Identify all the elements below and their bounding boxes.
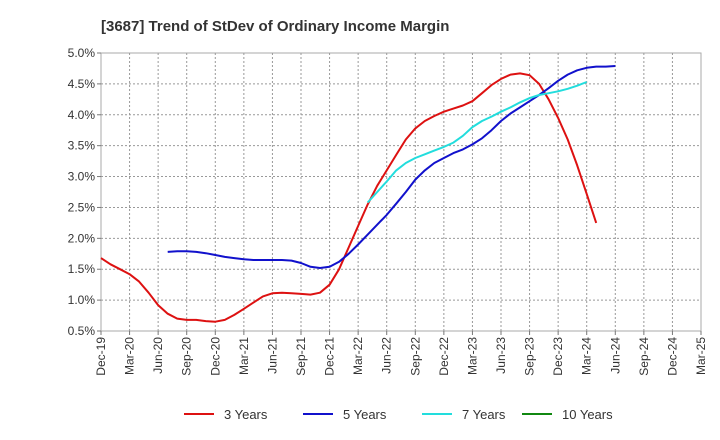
x-axis-tick-labels: Dec-19 Mar-20 Jun-20 Sep-20 Dec-20 Mar-21 Jun-… xyxy=(94,331,708,376)
x-tick-label: Dec-19 xyxy=(94,337,108,376)
x-tick-label: Mar-25 xyxy=(694,337,708,375)
x-tick-label: Jun-20 xyxy=(151,337,165,374)
y-tick-label: 3.5% xyxy=(68,139,96,153)
legend-label: 10 Years xyxy=(562,407,613,422)
x-tick-label: Sep-21 xyxy=(294,337,308,376)
legend: 3 Years 5 Years 7 Years 10 Years xyxy=(184,407,613,422)
plot-area xyxy=(100,52,702,332)
x-tick-label: Dec-24 xyxy=(665,337,679,376)
y-tick-label: 5.0% xyxy=(68,46,96,60)
legend-label: 7 Years xyxy=(462,407,506,422)
x-tick-label: Sep-24 xyxy=(637,337,651,376)
y-tick-label: 4.5% xyxy=(68,77,96,91)
x-tick-label: Jun-22 xyxy=(380,337,394,374)
series-lines xyxy=(100,65,616,323)
series-line-3-years xyxy=(100,72,598,323)
x-tick-label: Mar-23 xyxy=(465,337,479,375)
x-tick-label: Mar-21 xyxy=(237,337,251,375)
y-tick-label: 2.0% xyxy=(68,231,96,245)
x-tick-label: Dec-20 xyxy=(208,337,222,376)
x-tick-label: Sep-22 xyxy=(408,337,422,376)
x-tick-label: Jun-23 xyxy=(494,337,508,374)
x-tick-label: Mar-20 xyxy=(123,337,137,375)
x-tick-label: Sep-23 xyxy=(523,337,537,376)
y-tick-label: 4.0% xyxy=(68,108,96,122)
y-tick-label: 3.0% xyxy=(68,170,96,184)
x-tick-label: Mar-24 xyxy=(580,337,594,375)
y-tick-label: 1.0% xyxy=(68,293,96,307)
x-tick-label: Jun-24 xyxy=(608,337,622,374)
y-tick-label: 1.5% xyxy=(68,262,96,276)
x-tick-label: Sep-20 xyxy=(180,337,194,376)
x-tick-label: Jun-21 xyxy=(265,337,279,374)
x-tick-label: Dec-23 xyxy=(551,337,565,376)
chart-title: [3687] Trend of StDev of Ordinary Income… xyxy=(101,18,449,35)
y-axis-tick-labels: 0.5% 1.0% 1.5% 2.0% 2.5% 3.0% 3.5% 4.0% 4.5% 5.0% xyxy=(68,46,101,338)
x-tick-label: Mar-22 xyxy=(351,337,365,375)
legend-label: 3 Years xyxy=(224,407,268,422)
x-tick-label: Dec-21 xyxy=(323,337,337,376)
y-tick-label: 0.5% xyxy=(68,324,96,338)
x-tick-label: Dec-22 xyxy=(437,337,451,376)
y-tick-label: 2.5% xyxy=(68,200,96,214)
legend-label: 5 Years xyxy=(343,407,387,422)
series-line-7-years xyxy=(366,81,588,204)
